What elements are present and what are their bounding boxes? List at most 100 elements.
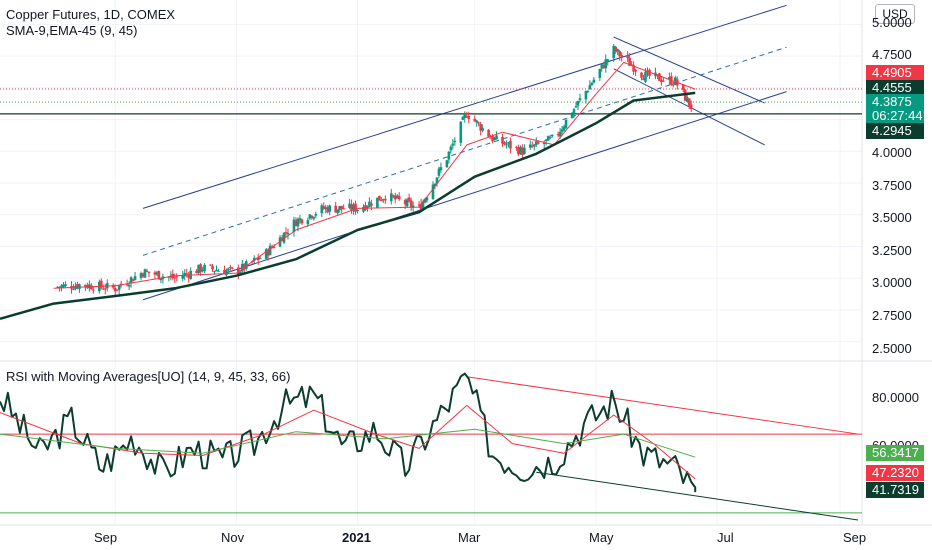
candle-body bbox=[133, 276, 137, 280]
candle-body bbox=[487, 129, 490, 137]
candle-body bbox=[417, 204, 421, 206]
candle-body bbox=[145, 270, 149, 272]
candle-body bbox=[356, 209, 359, 212]
candle-body bbox=[312, 216, 316, 219]
candle-body bbox=[421, 201, 425, 210]
candle-body bbox=[280, 237, 284, 242]
rsi-trend-upper-line bbox=[466, 376, 859, 435]
candle-body bbox=[521, 147, 524, 155]
candle-body bbox=[407, 197, 411, 202]
candle-body bbox=[397, 196, 401, 200]
candle-body bbox=[157, 270, 161, 280]
candle-body bbox=[536, 142, 540, 144]
candle-body bbox=[292, 219, 296, 233]
candle-body bbox=[101, 288, 105, 290]
candle-body bbox=[223, 269, 226, 275]
candle-body bbox=[229, 266, 232, 268]
rsi-sma-tag: 47.2320 bbox=[866, 465, 924, 481]
candle-body bbox=[465, 115, 469, 118]
candle-body bbox=[384, 198, 387, 201]
candle-body bbox=[588, 85, 592, 90]
candle-body bbox=[572, 109, 576, 114]
rsi-trend-lower-line bbox=[536, 471, 859, 521]
candle-body bbox=[201, 270, 204, 272]
candle-body bbox=[352, 204, 355, 211]
candle-body bbox=[244, 261, 248, 269]
candle-body bbox=[475, 120, 478, 123]
candle-body bbox=[503, 142, 506, 145]
candle-body bbox=[509, 140, 512, 149]
candle-body bbox=[576, 100, 580, 106]
candle-body bbox=[644, 71, 647, 82]
candle-body bbox=[481, 128, 484, 131]
candle-body bbox=[141, 273, 145, 277]
currency-button[interactable]: USD bbox=[875, 4, 915, 24]
candle-body bbox=[542, 142, 546, 145]
time-tick: Nov bbox=[221, 530, 245, 545]
candle-body bbox=[203, 264, 206, 272]
price-tick: 4.7500 bbox=[872, 47, 912, 62]
candle-body bbox=[129, 277, 133, 284]
candle-body bbox=[628, 57, 631, 66]
candle-body bbox=[648, 69, 651, 76]
price-tick: 2.7500 bbox=[872, 308, 912, 323]
candle-body bbox=[632, 65, 635, 72]
candle-body bbox=[99, 280, 103, 288]
sma-9-line bbox=[53, 61, 696, 289]
candle-body bbox=[354, 203, 357, 212]
candle-body bbox=[393, 195, 397, 200]
candle-body bbox=[614, 46, 618, 52]
candle-body bbox=[445, 160, 449, 168]
candle-body bbox=[348, 203, 351, 208]
candle-body bbox=[211, 265, 214, 270]
time-tick: Sep bbox=[94, 530, 118, 545]
candle-body bbox=[574, 106, 578, 108]
channel-lower-line bbox=[142, 91, 787, 301]
candle-body bbox=[620, 55, 623, 57]
rsi-legend[interactable]: RSI with Moving Averages[UO] (14, 9, 45,… bbox=[6, 369, 291, 384]
candle-body bbox=[362, 206, 365, 212]
candle-body bbox=[284, 232, 288, 234]
candle-body bbox=[640, 72, 643, 78]
candle-body bbox=[368, 201, 371, 207]
candle-body bbox=[185, 273, 189, 275]
candle-body bbox=[147, 271, 151, 274]
candle-body bbox=[60, 285, 63, 288]
candle-body bbox=[598, 69, 602, 78]
candle-body bbox=[618, 51, 621, 57]
ema-price-tag: 4.4555 bbox=[866, 80, 924, 96]
candle-body bbox=[58, 286, 61, 288]
candle-body bbox=[72, 288, 75, 290]
candle-body bbox=[685, 97, 689, 102]
time-tick: Sep bbox=[843, 530, 867, 545]
candle-body bbox=[616, 49, 620, 52]
candle-body bbox=[215, 270, 218, 272]
candle-body bbox=[505, 144, 508, 146]
price-tick: 3.0000 bbox=[872, 275, 912, 290]
candle-body bbox=[113, 287, 117, 292]
candle-body bbox=[115, 289, 119, 291]
time-tick: Mar bbox=[458, 530, 481, 545]
candle-body bbox=[308, 214, 312, 219]
candle-body bbox=[88, 284, 91, 289]
candle-body bbox=[183, 273, 187, 277]
candle-body bbox=[491, 135, 494, 142]
candle-body bbox=[294, 220, 298, 226]
candle-body bbox=[687, 98, 691, 106]
indicator-legend[interactable]: SMA-9,EMA-45 (9, 45) bbox=[6, 23, 138, 38]
candle-body bbox=[689, 104, 693, 110]
candle-body bbox=[159, 278, 163, 281]
candle-body bbox=[459, 121, 463, 143]
candle-body bbox=[143, 269, 147, 278]
countdown-tag: 06:27:44 bbox=[866, 108, 924, 123]
candle-body bbox=[225, 270, 228, 276]
time-tick: Jul bbox=[717, 530, 734, 545]
candle-body bbox=[501, 136, 504, 144]
candle-body bbox=[213, 271, 216, 273]
candle-body bbox=[334, 205, 337, 213]
candle-body bbox=[405, 199, 409, 207]
channel-mid-line bbox=[142, 46, 787, 256]
candle-body bbox=[282, 232, 286, 243]
candle-body bbox=[90, 285, 93, 290]
price-tick: 2.5000 bbox=[872, 341, 912, 356]
